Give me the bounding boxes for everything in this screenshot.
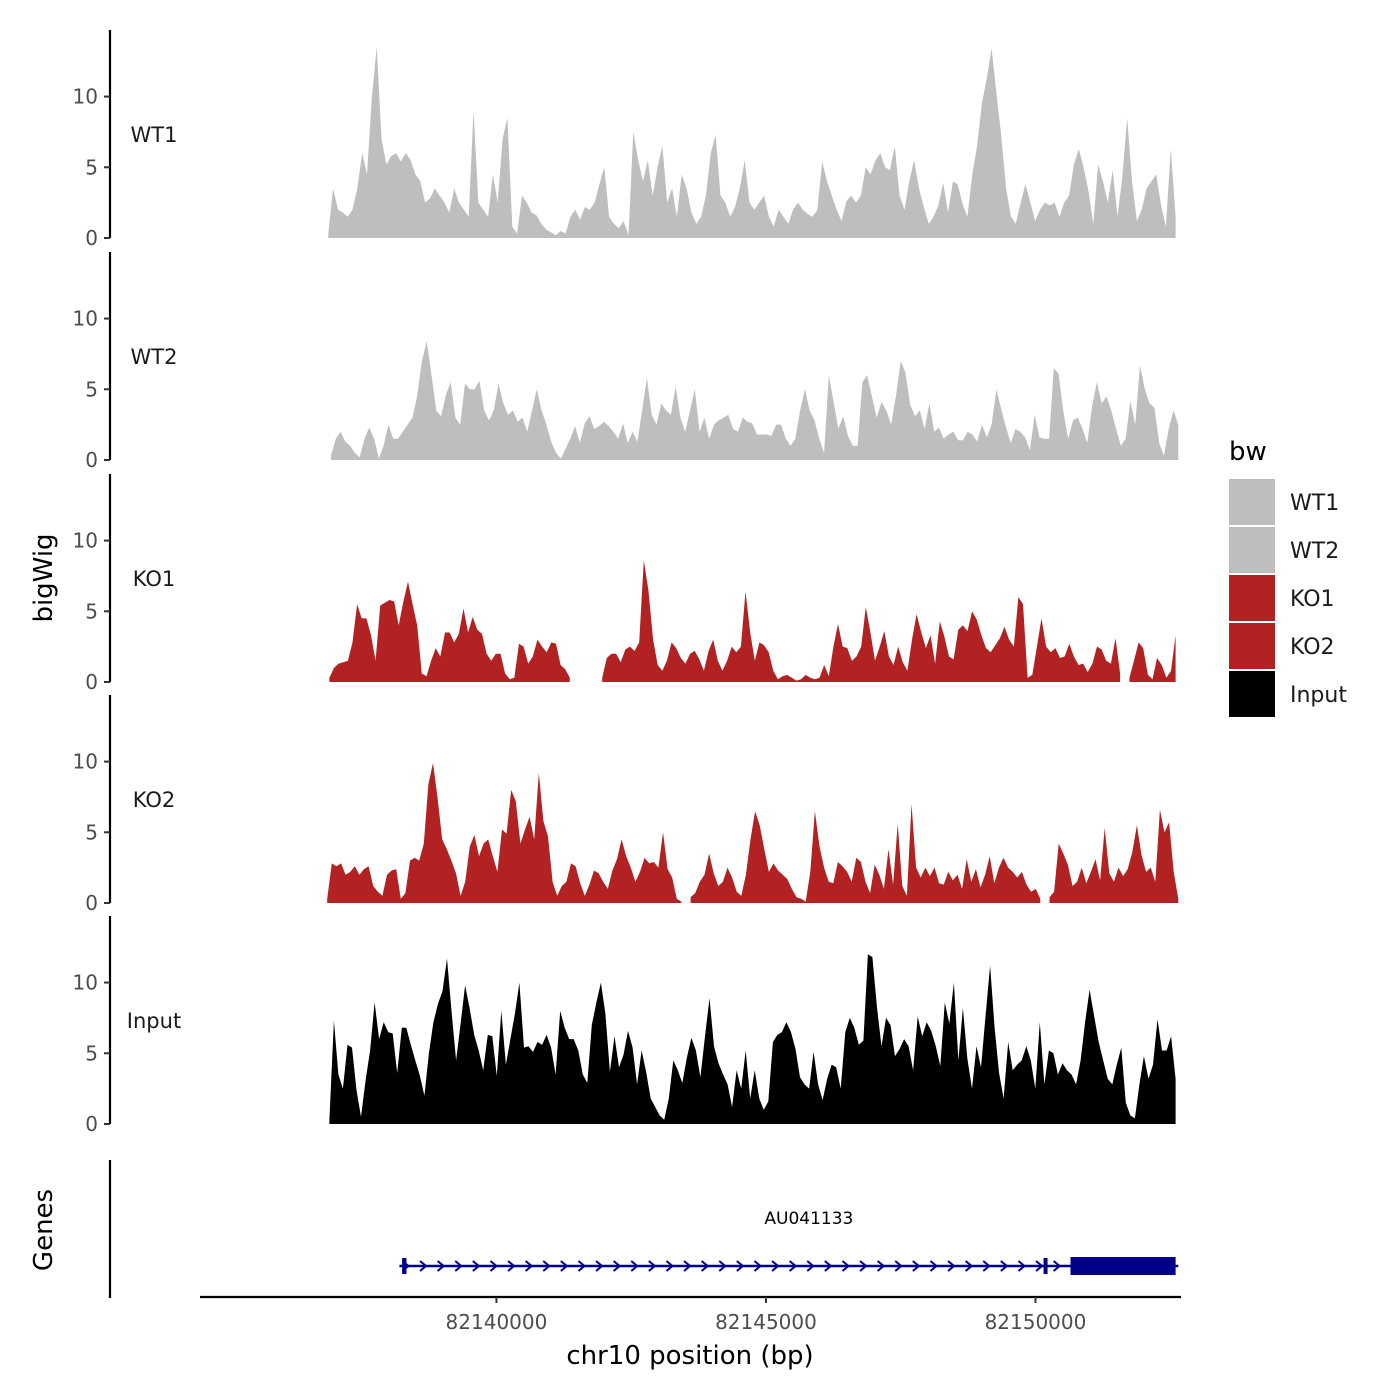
gene-au041133: AU041133 — [399, 1209, 1179, 1275]
legend-label-wt2: WT2 — [1290, 539, 1339, 564]
y-tick-label: 10 — [73, 529, 98, 553]
gene-exon — [1070, 1257, 1176, 1275]
strand-arrow — [524, 1260, 534, 1272]
legend-key-wt2 — [1229, 527, 1275, 573]
signal-area-ko1 — [329, 581, 570, 682]
strand-arrow — [683, 1260, 692, 1272]
track-panel-wt1: 0 5 10 WT1 — [73, 30, 1176, 250]
signal-area-wt2 — [331, 341, 1179, 460]
gene-name-label: AU041133 — [764, 1209, 853, 1229]
y-tick-label: 0 — [85, 1112, 98, 1136]
y-axis-title: bigWig — [29, 533, 59, 622]
strand-arrow — [1035, 1260, 1044, 1272]
strand-arrow — [612, 1260, 622, 1272]
track-label-wt1: WT1 — [131, 123, 178, 147]
strand-arrow — [912, 1260, 921, 1272]
legend-label-ko2: KO2 — [1290, 635, 1335, 660]
strand-arrow — [454, 1260, 463, 1272]
genes-panel-title: Genes — [29, 1189, 59, 1271]
y-tick-label: 0 — [85, 448, 98, 472]
x-tick-label: 82150000 — [985, 1310, 1087, 1334]
strand-arrow — [665, 1260, 674, 1272]
strand-arrow — [489, 1260, 498, 1272]
y-tick-label: 10 — [73, 307, 98, 331]
signal-area-ko2 — [327, 763, 682, 903]
track-panel-ko2: 0 5 10 KO2 — [73, 695, 1179, 915]
y-tick-label: 10 — [73, 85, 98, 109]
track-label-wt2: WT2 — [131, 345, 178, 369]
strand-arrow — [1052, 1260, 1062, 1272]
signal-area-ko1 — [1129, 635, 1176, 682]
strand-arrow — [436, 1260, 446, 1272]
strand-arrow — [982, 1260, 991, 1272]
strand-arrow — [595, 1260, 604, 1272]
y-tick-label: 5 — [85, 820, 98, 844]
y-tick-label: 10 — [73, 971, 98, 995]
strand-arrow — [929, 1260, 938, 1272]
x-tick-label: 82140000 — [446, 1310, 548, 1334]
strand-arrow — [507, 1260, 516, 1272]
strand-arrow — [788, 1260, 798, 1272]
signal-area-ko1 — [602, 560, 1121, 682]
y-tick-label: 5 — [85, 599, 98, 623]
legend: bw WT1 WT2 KO1 KO2 Input — [1229, 437, 1347, 717]
strand-arrow — [947, 1260, 956, 1272]
y-tick-label: 5 — [85, 1041, 98, 1065]
strand-arrow — [630, 1260, 639, 1272]
y-tick-label: 5 — [85, 377, 98, 401]
strand-arrow — [824, 1260, 833, 1272]
signal-track-panels: 0 5 10 WT1 0 5 10 WT2 0 5 10 KO1 0 5 10 KO2 0 5 10 Input — [73, 30, 1179, 1136]
strand-arrow — [648, 1260, 657, 1272]
signal-area-input — [329, 954, 1176, 1124]
gene-exon — [1043, 1258, 1048, 1274]
strand-arrow — [542, 1260, 551, 1272]
x-tick-label: 82145000 — [715, 1310, 817, 1334]
y-tick-label: 0 — [85, 670, 98, 694]
strand-arrow — [859, 1260, 868, 1272]
y-tick-label: 0 — [85, 226, 98, 250]
strand-arrow — [419, 1260, 428, 1272]
strand-arrow — [894, 1260, 903, 1272]
legend-label-wt1: WT1 — [1290, 491, 1339, 516]
strand-arrow — [718, 1260, 727, 1272]
legend-title: bw — [1229, 437, 1267, 467]
track-panel-wt2: 0 5 10 WT2 — [73, 252, 1179, 472]
strand-arrow — [560, 1260, 569, 1272]
strand-arrow — [841, 1260, 850, 1272]
legend-key-ko1 — [1229, 575, 1275, 621]
legend-label-input: Input — [1290, 683, 1347, 708]
track-label-ko1: KO1 — [133, 567, 176, 591]
legend-label-ko1: KO1 — [1290, 587, 1335, 612]
strand-arrow — [753, 1260, 762, 1272]
legend-key-ko2 — [1229, 623, 1275, 669]
strand-arrow — [964, 1260, 974, 1272]
strand-arrow — [577, 1260, 586, 1272]
legend-key-input — [1229, 671, 1275, 717]
track-label-ko2: KO2 — [133, 788, 176, 812]
track-panel-ko1: 0 5 10 KO1 — [73, 474, 1176, 694]
strand-arrow — [771, 1260, 780, 1272]
strand-arrow — [1000, 1260, 1009, 1272]
gene-exon — [402, 1258, 407, 1274]
track-panel-input: 0 5 10 Input — [73, 916, 1176, 1136]
strand-arrow — [876, 1260, 886, 1272]
strand-arrow — [806, 1260, 815, 1272]
strand-arrow — [472, 1260, 481, 1272]
y-tick-label: 0 — [85, 891, 98, 915]
y-tick-label: 10 — [73, 750, 98, 774]
legend-key-wt1 — [1229, 479, 1275, 525]
strand-arrow — [736, 1260, 745, 1272]
gene-annotation-panel: AU041133 — [108, 1160, 1179, 1298]
strand-arrow — [1017, 1260, 1026, 1272]
strand-arrow — [700, 1260, 710, 1272]
y-tick-label: 5 — [85, 155, 98, 179]
x-axis: 82140000 82145000 82150000 — [200, 1295, 1181, 1334]
signal-area-wt1 — [328, 47, 1176, 238]
signal-area-ko2 — [1049, 809, 1179, 903]
x-axis-title: chr10 position (bp) — [566, 1341, 813, 1371]
track-label-input: Input — [127, 1009, 181, 1033]
signal-area-ko2 — [690, 804, 1041, 903]
